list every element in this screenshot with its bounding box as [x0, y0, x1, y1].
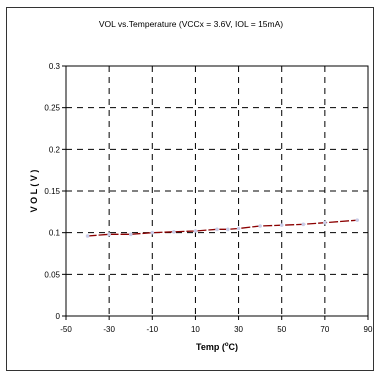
chart-frame [6, 7, 374, 371]
data-point [85, 234, 90, 238]
data-point [236, 226, 241, 231]
x-tick-label: 90 [364, 325, 373, 334]
data-point [225, 227, 230, 232]
data-point [193, 229, 198, 233]
data-point [258, 224, 262, 228]
y-tick-label: 0.1 [49, 229, 61, 238]
y-tick-label: 0.2 [49, 145, 61, 154]
y-tick-label: 0.15 [44, 187, 60, 196]
x-tick-label: 10 [191, 325, 200, 334]
x-axis-label-main: Temp ( [196, 342, 225, 352]
data-point [301, 222, 306, 227]
data-point [107, 232, 111, 237]
y-axis-ticks: 0 0.05 0.1 0.15 0.2 0.25 0.3 [44, 62, 66, 321]
x-tick-label: 70 [320, 325, 329, 334]
grid [66, 66, 368, 316]
series-line [87, 219, 358, 237]
series [85, 218, 360, 238]
data-point [355, 218, 360, 222]
x-tick-label: -10 [147, 325, 159, 334]
chart-title: VOL vs.Temperature (VCCx = 3.6V, IOL = 1… [99, 19, 283, 29]
data-point [279, 223, 284, 227]
data-point [150, 230, 155, 235]
x-tick-label: -30 [103, 325, 115, 334]
x-tick-label: 50 [277, 325, 286, 334]
x-tick-label: -50 [60, 325, 72, 334]
x-tick-label: 30 [234, 325, 243, 334]
y-tick-label: 0.05 [44, 270, 60, 279]
x-axis-ticks: -50 -30 -10 10 30 50 70 90 [60, 316, 373, 334]
y-axis-label: V O L ( V ) [29, 170, 39, 213]
data-point [172, 230, 176, 234]
x-axis-label-unit: C) [229, 342, 239, 352]
y-tick-label: 0 [56, 312, 61, 321]
y-tick-label: 0.3 [49, 62, 61, 71]
data-point [128, 232, 133, 237]
y-tick-label: 0.25 [44, 104, 60, 113]
data-point [215, 227, 219, 232]
data-point [323, 220, 327, 225]
x-axis-label: Temp (oC) [196, 342, 238, 352]
x-axis-label-degree: o [225, 342, 229, 348]
